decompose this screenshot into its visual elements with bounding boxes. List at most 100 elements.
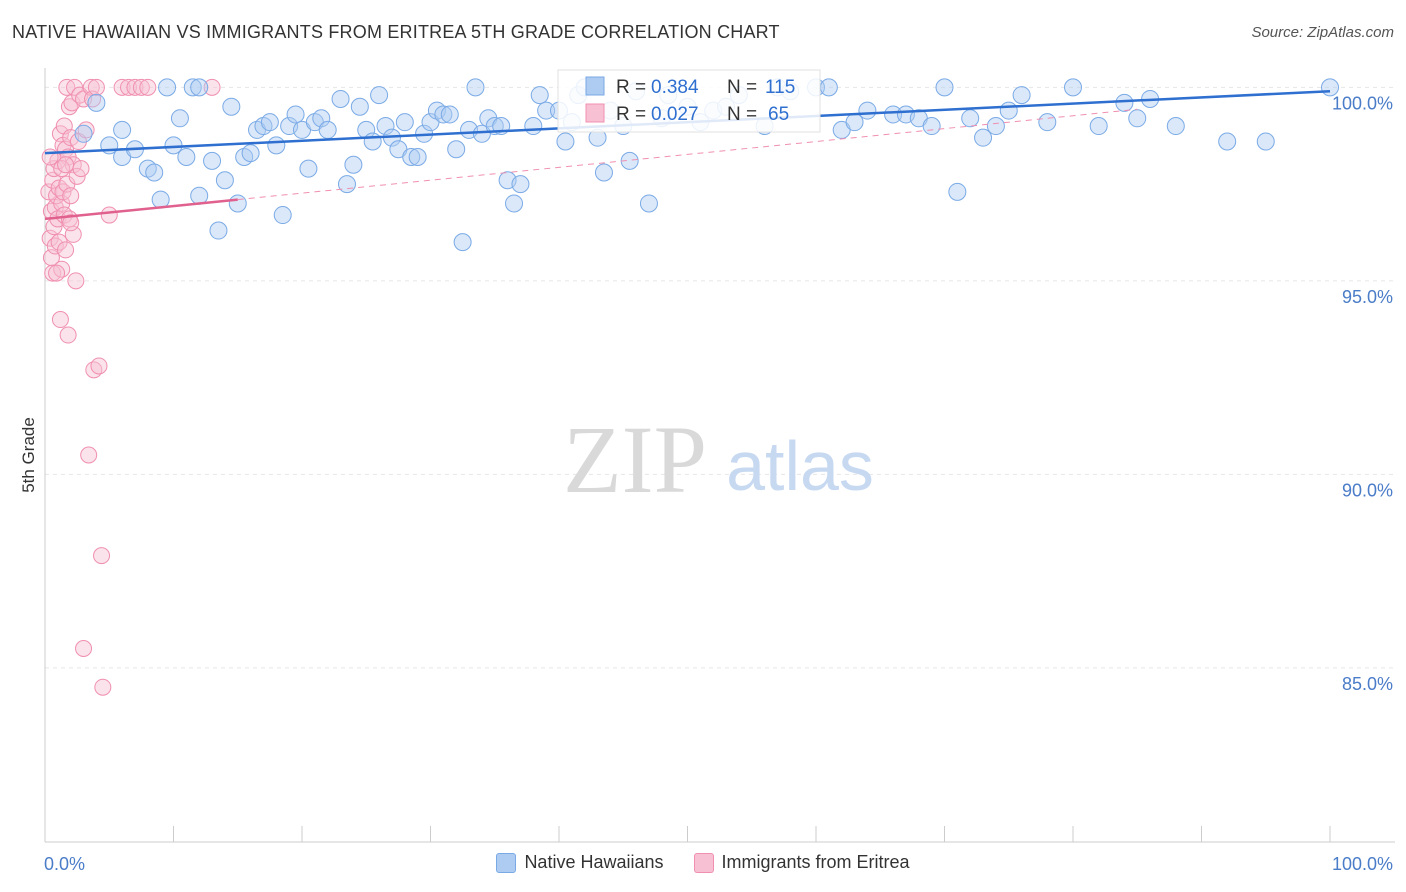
stats-swatch-blue [585,76,605,96]
point-native-hawaiian-33 [312,109,331,128]
stats-r-value-1: 0.384 [651,77,699,98]
point-native-hawaiian-11 [170,109,189,128]
point-native-hawaiian-62 [505,194,524,213]
point-eritrea-58 [139,78,157,96]
point-native-hawaiian-73 [594,163,613,182]
point-eritrea-49 [87,78,105,96]
point-native-hawaiian-16 [203,151,222,170]
point-eritrea-38 [68,167,86,185]
point-native-hawaiian-26 [267,136,286,155]
legend-item-eritrea[interactable]: Immigrants from Eritrea [693,852,910,873]
point-native-hawaiian-111 [1166,117,1185,136]
point-native-hawaiian-78 [639,194,658,213]
y-tick-label-0: 85.0% [1342,674,1393,694]
y-tick-label-2: 95.0% [1342,287,1393,307]
point-native-hawaiian-66 [537,101,556,120]
point-native-hawaiian-0 [74,124,93,143]
point-native-hawaiian-45 [395,113,414,132]
x-tick-label-0: 0.0% [44,854,85,874]
point-native-hawaiian-53 [447,140,466,159]
point-native-hawaiian-99 [948,182,967,201]
point-eritrea-5 [44,264,62,282]
point-native-hawaiian-38 [350,97,369,116]
point-eritrea-16 [51,311,69,329]
stats-n-value-2: 65 [768,104,789,125]
point-native-hawaiian-112 [1218,132,1237,151]
point-native-hawaiian-42 [376,117,395,136]
stats-r-label-1: R = [616,77,646,98]
legend-label-eritrea: Immigrants from Eritrea [721,852,910,872]
point-native-hawaiian-109 [1128,109,1147,128]
point-eritrea-20 [54,183,72,201]
trend-eritrea-extension [237,108,1138,201]
point-eritrea-56 [126,78,144,96]
point-eritrea-64 [203,78,221,96]
point-eritrea-37 [67,272,85,290]
point-native-hawaiian-19 [222,97,241,116]
point-native-hawaiian-94 [884,105,903,124]
legend-swatch-blue [496,852,517,873]
point-native-hawaiian-9 [158,78,177,97]
point-native-hawaiian-14 [183,78,202,97]
point-native-hawaiian-64 [524,117,543,136]
point-native-hawaiian-41 [370,86,389,105]
point-native-hawaiian-106 [1064,78,1082,97]
point-eritrea-41 [72,160,90,178]
point-eritrea-50 [90,357,108,375]
trend-eritrea [44,198,238,221]
point-native-hawaiian-1 [87,93,106,112]
point-native-hawaiian-104 [1012,86,1031,105]
point-eritrea-55 [120,78,138,96]
point-native-hawaiian-7 [145,163,164,182]
point-native-hawaiian-25 [260,113,279,132]
point-native-hawaiian-63 [511,175,530,194]
point-eritrea-59 [48,264,66,282]
point-native-hawaiian-40 [363,132,382,151]
stats-swatch-pink [585,103,605,123]
watermark-atlas: atlas [726,427,874,505]
point-eritrea-61 [57,156,75,174]
point-native-hawaiian-31 [299,159,318,178]
point-native-hawaiian-101 [974,128,993,147]
point-native-hawaiian-17 [209,221,228,240]
point-native-hawaiian-90 [819,78,838,97]
legend-item-native-hawaiians[interactable]: Native Hawaiians [496,852,664,873]
point-native-hawaiian-100 [961,109,980,128]
point-native-hawaiian-93 [858,101,877,120]
point-eritrea-57 [132,78,150,96]
point-native-hawaiian-65 [530,86,549,105]
point-native-hawaiian-52 [440,105,459,124]
watermark: ZIP atlas [563,406,874,513]
point-native-hawaiian-107 [1089,117,1108,136]
point-eritrea-62 [62,214,80,232]
stats-legend-box: R = 0.384 N = 115 R = 0.027 N = 65 [557,69,821,133]
x-tick-labels: 0.0% 100.0% [44,854,1393,874]
point-native-hawaiian-54 [453,233,472,252]
point-native-hawaiian-56 [466,78,485,97]
point-native-hawaiian-105 [1038,113,1057,132]
point-native-hawaiian-27 [273,206,292,225]
watermark-zip: ZIP [563,406,707,513]
legend-label-native-hawaiians: Native Hawaiians [524,852,664,872]
point-native-hawaiian-22 [241,144,260,163]
point-native-hawaiian-46 [402,148,421,167]
stats-n-label-1: N = [727,77,757,98]
point-native-hawaiian-4 [113,120,132,139]
stats-r-label-2: R = [616,104,646,125]
point-native-hawaiian-103 [999,101,1018,120]
point-native-hawaiian-51 [434,105,453,124]
point-eritrea-52 [94,678,112,696]
stats-n-value-1: 115 [765,77,795,98]
stats-n-label-2: N = [727,104,757,125]
point-eritrea-51 [93,547,111,565]
bottom-legend: Native Hawaiians Immigrants from Eritrea [0,852,1406,873]
legend-swatch-pink [693,852,714,873]
point-native-hawaiian-102 [986,117,1005,136]
point-native-hawaiian-98 [935,78,954,97]
y-tick-labels: 85.0% 90.0% 95.0% 100.0% [1332,93,1393,694]
point-native-hawaiian-37 [344,155,363,174]
point-native-hawaiian-29 [286,105,305,124]
point-native-hawaiian-20 [228,194,247,213]
point-native-hawaiian-15 [190,78,209,97]
